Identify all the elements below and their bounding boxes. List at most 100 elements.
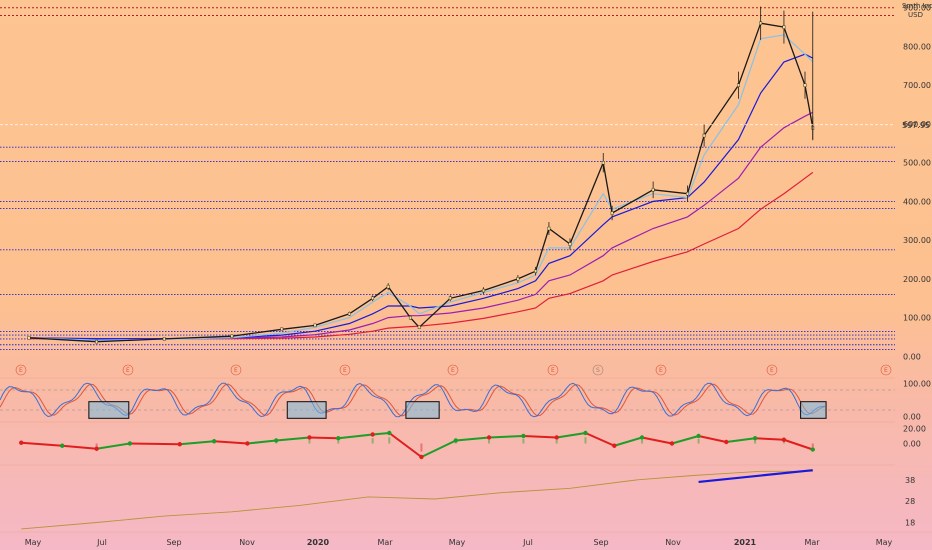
momentum-dot (453, 438, 458, 443)
stoch-oversold-box (88, 401, 130, 419)
last-price-label: 597.95 (902, 121, 930, 130)
price-candle (27, 336, 31, 340)
momentum-dot (370, 432, 375, 437)
momentum-dot (274, 438, 279, 443)
earnings-marker-icon[interactable]: E (880, 364, 892, 376)
momentum-histogram-bar (641, 439, 644, 444)
momentum-dot (94, 446, 99, 451)
price-candle (448, 296, 452, 300)
lower-indicator-line (21, 470, 813, 530)
momentum-pane (19, 430, 815, 460)
time-axis-tick-label: Mar (804, 538, 820, 547)
stoch-axis-tick-label: 0.00 (903, 413, 921, 422)
stoch-k-line (0, 382, 826, 418)
momentum-dot (521, 433, 526, 439)
momentum-line-segment (338, 433, 373, 440)
momentum-histogram-bar (95, 443, 98, 447)
price-candle (601, 160, 605, 165)
momentum-dot (486, 435, 492, 440)
momentum-histogram-bar (337, 440, 340, 444)
momentum-histogram-bar (697, 439, 700, 444)
price-axis-tick-label: 600.00 (903, 120, 931, 129)
price-candle (482, 288, 485, 293)
momentum-line-segment (62, 444, 97, 450)
time-axis-tick-label: May (449, 538, 466, 547)
momentum-histogram-bar (388, 437, 391, 444)
price-axis-currency: USD (908, 11, 923, 19)
time-axis-tick-label: May (25, 538, 42, 547)
momentum-line-segment (455, 436, 490, 442)
earnings-marker-icon[interactable]: E (15, 364, 27, 376)
momentum-line-segment (388, 432, 423, 458)
price-pane (27, 6, 815, 344)
earnings-marker-icon[interactable]: E (766, 364, 778, 376)
svg-text:E: E (770, 367, 774, 374)
price-candle (782, 25, 786, 29)
time-axis[interactable]: May Jul Sep Nov 2020 Mar May Jul Sep Nov 2021 Mar Ma… (25, 538, 893, 547)
svg-text:S: S (596, 367, 600, 374)
momentum-histogram-bar (420, 443, 423, 452)
momentum-line-segment (556, 432, 586, 439)
earnings-marker-icon[interactable]: E (447, 364, 459, 376)
earnings-markers: E E E E E E S E E E (15, 364, 892, 376)
time-axis-tick-label: Sep (593, 538, 608, 547)
momentum-dot (211, 439, 217, 444)
earnings-marker-icon[interactable]: S (592, 364, 604, 376)
trendline (698, 469, 813, 484)
price-axis[interactable]: 900.00 800.00 700.00 600.00 500.00 400.00 300.… (903, 4, 931, 528)
moving-average-line (28, 111, 814, 340)
time-axis-tick-label: Mar (377, 538, 393, 547)
price-candle (702, 133, 706, 138)
svg-text:E: E (451, 367, 455, 374)
time-axis-tick-label: Jul (96, 538, 107, 547)
momentum-line-segment (523, 435, 557, 439)
momentum-line-segment (21, 441, 63, 447)
price-candle (417, 325, 421, 330)
momentum-line-segment (179, 440, 215, 446)
price-axis-tick-label: 0.00 (903, 352, 921, 361)
stoch-oversold-box (286, 401, 327, 419)
price-candle (230, 334, 234, 338)
momentum-dot (336, 436, 341, 441)
price-candle (737, 83, 740, 87)
lower-axis-tick-label: 28 (905, 497, 915, 506)
momentum-histogram-bar (522, 439, 525, 444)
momentum-line-segment (726, 437, 756, 443)
momentum-histogram-bar (555, 439, 558, 444)
stoch-oversold-box (405, 401, 440, 419)
price-candle (408, 315, 412, 320)
momentum-histogram-bar (754, 440, 757, 444)
price-axis-tick-label: 200.00 (903, 275, 931, 284)
svg-text:E: E (126, 367, 130, 374)
price-candle (371, 296, 375, 300)
lower-axis-tick-label: 18 (905, 518, 915, 527)
price-candle (610, 211, 614, 215)
price-axis-header: Smth Inp (902, 2, 932, 10)
momentum-histogram-bar (782, 441, 785, 444)
earnings-marker-icon[interactable]: E (122, 364, 134, 376)
last-price-tag: 597.95 (0, 121, 930, 130)
earnings-marker-icon[interactable]: E (547, 364, 559, 376)
earnings-marker-icon[interactable]: E (339, 364, 351, 376)
lower-axis-tick-label: 38 (905, 476, 915, 485)
svg-text:E: E (659, 367, 663, 374)
price-candle (803, 83, 807, 87)
price-candle (547, 226, 551, 231)
horizontal-levels (0, 7, 895, 350)
earnings-marker-icon[interactable]: E (230, 364, 242, 376)
momentum-histogram-bar (308, 439, 311, 444)
momentum-dot (781, 437, 787, 442)
earnings-marker-icon[interactable]: E (655, 364, 667, 376)
stoch-axis-tick-label: 100.00 (903, 379, 931, 388)
price-axis-tick-label: 900.00 (903, 4, 931, 13)
momentum-line-segment (671, 435, 699, 445)
price-axis-tick-label: 400.00 (903, 197, 931, 206)
momentum-dot (307, 435, 312, 440)
momentum-line-segment (276, 436, 310, 442)
momentum-histogram-bar (371, 438, 374, 444)
price-candle (347, 312, 351, 316)
lower-indicator-pane (21, 469, 813, 530)
time-axis-tick-label: 2021 (734, 538, 757, 547)
momentum-line-segment (641, 436, 673, 445)
price-candle (534, 269, 538, 273)
